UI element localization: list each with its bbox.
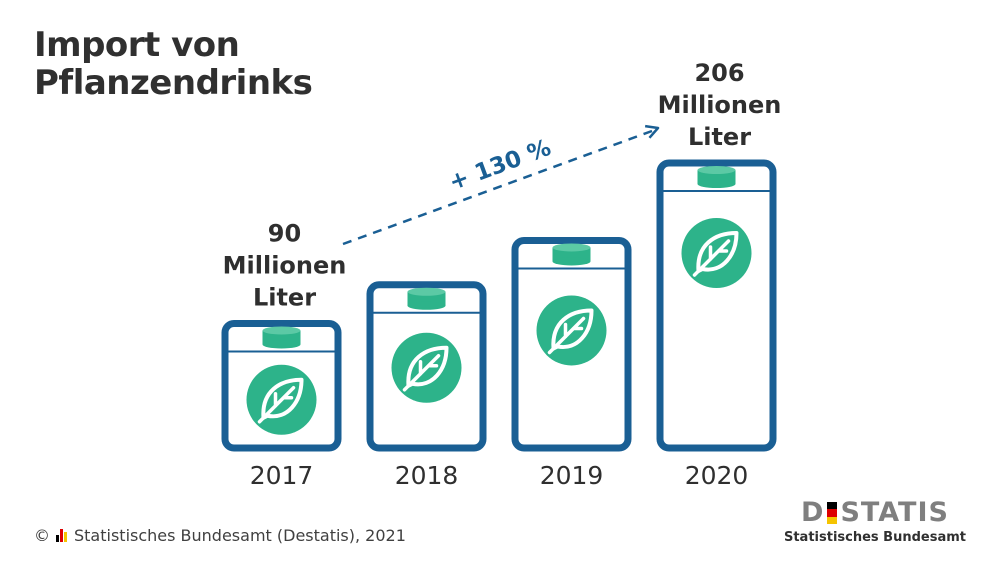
year-label-2019: 2019 [540,461,604,490]
value-label-2017-line-1: Millionen [223,251,347,279]
footer-source-text: Statistisches Bundesamt (Destatis), 2021 [74,526,406,545]
title-line-2: Pflanzendrinks [34,63,313,103]
copyright-symbol: © [34,526,50,545]
year-label-2017: 2017 [250,461,314,490]
carton-cap-icon [262,326,301,349]
value-labels-group: 90 Millionen Liter 206 Millionen Liter [223,59,782,311]
logo-subtitle: Statistisches Bundesamt [783,530,966,545]
value-label-2020-line-0: 206 [694,59,744,87]
growth-arrow-head-icon [644,124,660,139]
chart-title: Import von Pflanzendrinks [34,25,313,103]
leaf-icon [246,364,317,435]
carton-cap-icon [407,287,446,310]
year-label-2018: 2018 [395,461,459,490]
carton-cap-icon [697,166,736,188]
bar-2019 [511,236,632,452]
logo-word-statis: STATIS [840,497,949,528]
destatis-logo: D STATIS Statistisches Bundesamt [783,497,966,546]
bar-2020 [656,159,777,452]
growth-arrow-line [342,129,653,246]
value-label-2017-line-2: Liter [253,283,316,311]
mini-bar-chart-icon [56,529,68,542]
bar-2017 [221,319,342,452]
leaf-icon [681,218,752,288]
value-label-2020-line-2: Liter [688,123,751,151]
value-label-2017-line-0: 90 [268,219,301,247]
carton-body [656,159,777,452]
leaf-icon [536,295,607,366]
logo-letter-d: D [801,497,825,528]
year-labels-group: 2017 2018 2019 2020 [250,461,749,490]
title-line-1: Import von [34,25,240,65]
leaf-icon [391,332,462,403]
bars-group [221,159,777,452]
year-label-2020: 2020 [685,461,749,490]
growth-annotation: + 130 % [342,124,660,246]
german-flag-icon [827,502,838,524]
carton-cap-icon [552,243,591,266]
footer-source: © Statistisches Bundesamt (Destatis), 20… [34,526,406,545]
value-label-2020-line-1: Millionen [658,91,782,119]
bar-2018 [366,281,487,452]
